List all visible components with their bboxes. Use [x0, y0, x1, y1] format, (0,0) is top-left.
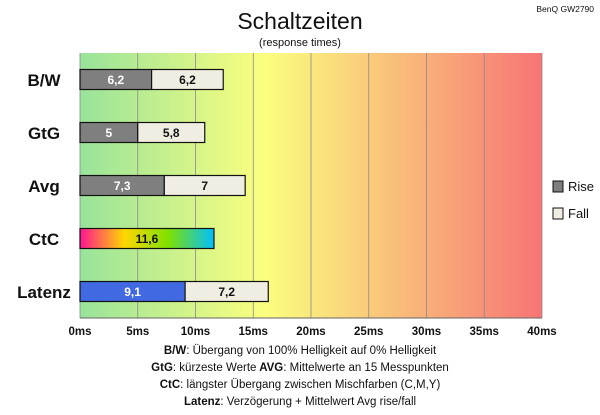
category-label: Avg	[28, 177, 60, 196]
x-tick-label: 25ms	[354, 326, 383, 338]
bar-fall	[163, 174, 246, 197]
x-tick-label: 0ms	[68, 326, 91, 338]
bar-value-label: 7,3	[114, 179, 131, 193]
legend-label: Rise	[568, 179, 594, 194]
x-tick-label: 35ms	[470, 326, 499, 338]
monitor-model-label: BenQ GW2790	[536, 4, 594, 14]
bar-value-label: 7,2	[218, 285, 235, 299]
x-tick-label: 20ms	[296, 326, 325, 338]
chart-subtitle: (response times)	[259, 37, 341, 49]
footnote-line: B/W: Übergang von 100% Helligkeit auf 0%…	[164, 345, 437, 357]
bar-value-label: 5,8	[163, 126, 180, 140]
category-label: CtC	[29, 230, 59, 249]
bar-value-label: 6,2	[179, 73, 196, 87]
x-tick-label: 5ms	[126, 326, 149, 338]
bar-value-label: 6,2	[107, 73, 124, 87]
category-labels: B/W GtG Avg CtC Latenz	[17, 71, 71, 302]
category-label: GtG	[28, 124, 60, 143]
legend-label: Fall	[568, 206, 589, 221]
bar-fall	[151, 68, 224, 91]
legend-swatch	[552, 207, 564, 220]
bar-fall	[137, 121, 206, 144]
footnote-line: CtC: längster Übergang zwischen Mischfar…	[160, 379, 441, 391]
legend-swatch	[552, 180, 564, 193]
category-label: B/W	[27, 71, 61, 90]
x-axis-ticks: 0ms 5ms 10ms 15ms 20ms 25ms 30ms 35ms 40ms	[68, 326, 556, 338]
category-label: Latenz	[17, 283, 71, 302]
bar-ctc	[79, 227, 215, 250]
x-tick-label: 40ms	[527, 326, 556, 338]
x-tick-label: 10ms	[181, 326, 210, 338]
footnote-line: Latenz: Verzögerung + Mittelwert Avg ris…	[184, 396, 416, 408]
bar-value-label: 5	[106, 126, 113, 140]
footnote-line: GtG: kürzeste Werte AVG: Mittelwerte an …	[151, 362, 449, 374]
x-tick-label: 30ms	[412, 326, 441, 338]
x-tick-label: 15ms	[239, 326, 268, 338]
footnotes: B/W: Übergang von 100% Helligkeit auf 0%…	[151, 345, 449, 408]
legend: Rise Fall	[552, 179, 594, 221]
bar-fall	[184, 280, 269, 303]
bars: 6,2 6,2 5 5,8 7,3 7 11,6 9,1 7,2	[79, 68, 269, 303]
bar-value-label: 9,1	[124, 285, 141, 299]
chart-title: Schaltzeiten	[237, 8, 362, 34]
bar-value-label: 11,6	[136, 232, 159, 246]
bar-value-label: 7	[201, 179, 208, 193]
